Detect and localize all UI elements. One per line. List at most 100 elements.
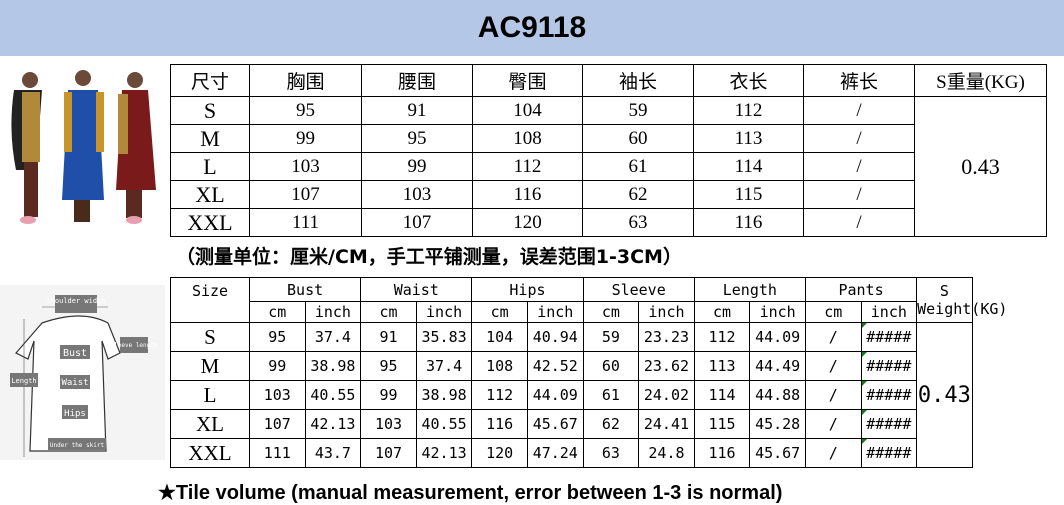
value-cell: 44.88	[749, 380, 806, 410]
value-cell: 45.67	[749, 438, 806, 468]
value-cell: 63	[582, 438, 640, 468]
value-cell: /	[803, 152, 915, 181]
value-cell: #####	[860, 351, 918, 381]
label-bust: Bust	[63, 348, 87, 359]
value-cell: 95	[360, 351, 417, 381]
value-cell: 95	[249, 96, 362, 125]
value-cell: 116	[693, 208, 804, 237]
value-cell: 116	[693, 438, 751, 468]
value-cell: 91	[361, 96, 473, 125]
value-cell: 61	[582, 152, 694, 181]
label-length: Length	[11, 377, 36, 385]
unit-cell: cm	[693, 301, 751, 323]
header-cell: 腰围	[361, 64, 473, 97]
model-1	[11, 72, 42, 224]
value-cell: 113	[693, 351, 751, 381]
value-cell: 44.49	[749, 351, 806, 381]
value-cell: 104	[471, 322, 528, 352]
size-cell: L	[170, 380, 250, 410]
value-cell: 59	[582, 96, 694, 125]
value-cell: 24.02	[638, 380, 695, 410]
value-cell: 113	[693, 124, 804, 153]
value-cell: 60	[582, 351, 640, 381]
table-row: M 99 38.98 95 37.4 108 42.52 60 23.62 113 44.49/##…	[170, 351, 1047, 381]
page-title: AC9118	[0, 0, 1064, 56]
value-cell: 112	[693, 96, 804, 125]
value-cell: 62	[582, 409, 640, 439]
size-cell: S	[170, 96, 250, 125]
value-cell: 60	[582, 124, 694, 153]
value-cell: /	[804, 380, 862, 410]
size-cell: XXL	[170, 208, 250, 237]
value-cell: 111	[249, 208, 362, 237]
value-cell: 120	[471, 438, 528, 468]
unit-cell: inch	[415, 301, 473, 323]
value-cell: 108	[472, 124, 583, 153]
size-cell: M	[170, 351, 250, 381]
unit-cell: inch	[638, 301, 695, 323]
value-cell: 103	[360, 409, 417, 439]
label-skirt: Under the skirt	[50, 442, 105, 449]
value-cell: 44.09	[526, 380, 584, 410]
value-cell: 40.55	[304, 380, 362, 410]
unit-cell: cm	[471, 301, 528, 323]
value-cell: /	[803, 124, 915, 153]
value-cell: #####	[860, 438, 918, 468]
header-cell: Waist	[360, 277, 473, 302]
size-cell: XL	[170, 409, 250, 439]
value-cell: /	[803, 96, 915, 125]
value-cell: 40.94	[526, 322, 584, 352]
header-cell: Hips	[471, 277, 584, 302]
size-chart-en: Size Bust Waist Hips Sleeve Length Pants…	[170, 277, 1047, 468]
value-cell: 38.98	[304, 351, 362, 381]
value-cell: 107	[360, 438, 417, 468]
value-cell: 99	[249, 351, 306, 381]
value-cell: /	[803, 180, 915, 209]
value-cell: 43.7	[304, 438, 362, 468]
unit-cell: inch	[526, 301, 584, 323]
header-cell: S Weight(KG)	[916, 277, 1007, 323]
value-cell: 99	[360, 380, 417, 410]
value-cell: 42.13	[415, 438, 473, 468]
value-cell: 115	[693, 180, 804, 209]
unit-cell: cm	[249, 301, 306, 323]
label-sleeve: sleeve length	[111, 342, 158, 349]
unit-cell: inch	[304, 301, 362, 323]
header-cell: Length	[693, 277, 806, 302]
header-cell: Pants	[804, 277, 918, 302]
value-cell: 44.09	[749, 322, 806, 352]
header-cell: Size	[170, 277, 250, 323]
unit-cell: cm	[804, 301, 862, 323]
header-cell: 裤长	[803, 64, 915, 97]
label-hips: Hips	[64, 409, 86, 419]
value-cell: 38.98	[415, 380, 473, 410]
label-waist: Waist	[61, 378, 88, 388]
value-cell: 114	[693, 152, 804, 181]
table-row: XXL 111 43.7 107 42.13 120 47.24 63 24.8 116 45.67…	[170, 438, 1047, 468]
model-2	[62, 70, 104, 222]
value-cell: 103	[249, 380, 306, 410]
value-cell: 24.41	[638, 409, 695, 439]
header-cell: Bust	[248, 277, 362, 302]
table-row: L 103 40.55 99 38.98 112 44.09 61 24.02 114 44.88/…	[170, 380, 1047, 410]
unit-cell: inch	[749, 301, 806, 323]
value-cell: 63	[582, 208, 694, 237]
value-cell: /	[803, 208, 915, 237]
size-cell: XL	[170, 180, 250, 209]
size-cell: M	[170, 124, 250, 153]
unit-cell: inch	[860, 301, 918, 323]
value-cell: 23.62	[638, 351, 695, 381]
table-row: S 95 37.4 91 35.83 104 40.94 59 23.23 112 44.09/##…	[170, 322, 1047, 468]
value-cell: /	[804, 409, 862, 439]
header-cell: 胸围	[249, 64, 362, 97]
size-cell: S	[170, 322, 250, 352]
value-cell: 35.83	[415, 322, 473, 352]
size-cell: L	[170, 152, 250, 181]
value-cell: 112	[693, 322, 751, 352]
value-cell: 62	[582, 180, 694, 209]
value-cell: 42.13	[304, 409, 362, 439]
value-cell: #####	[860, 322, 918, 352]
value-cell: 37.4	[304, 322, 362, 352]
value-cell: 114	[693, 380, 751, 410]
measurement-note-en: ★Tile volume (manual measurement, error …	[158, 482, 783, 504]
